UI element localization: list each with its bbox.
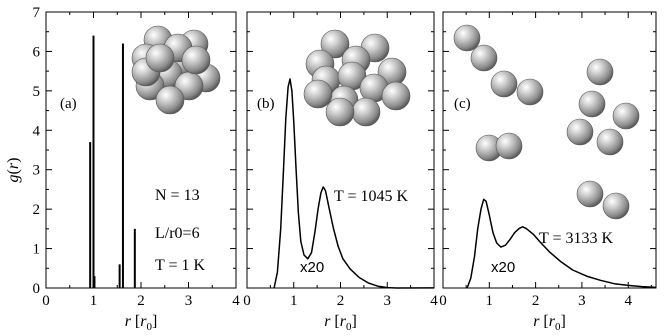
atom-sphere xyxy=(516,78,544,106)
cluster-image xyxy=(303,29,411,127)
x-tick-label: 3 xyxy=(185,293,193,309)
cluster-image xyxy=(131,25,221,115)
x-tick-label: 2 xyxy=(337,293,345,309)
x-tick-label: 4 xyxy=(232,293,240,309)
atom-sphere xyxy=(325,97,355,127)
x-tick-label: 4 xyxy=(624,293,632,309)
x-tick-label: 3 xyxy=(384,293,392,309)
x-tick-label: 0 xyxy=(439,293,447,309)
atom-sphere xyxy=(453,24,481,52)
atom-sphere xyxy=(495,132,523,160)
x-tick-label: 1 xyxy=(90,293,98,309)
annotation-x20-c: x20 xyxy=(491,259,515,276)
y-tick-label: 4 xyxy=(33,123,41,139)
panel-b-label: (b) xyxy=(257,96,275,112)
atom-sphere xyxy=(351,97,381,127)
y-tick-label: 3 xyxy=(33,163,41,179)
y-tick-label: 2 xyxy=(33,202,41,218)
panel-b: 0 1 2 3 4 r [r0] xyxy=(243,11,438,333)
x-tick-label: 0 xyxy=(243,293,251,309)
y-tick-label: 1 xyxy=(33,242,41,258)
atom-sphere xyxy=(566,118,594,146)
annotation-t-c: T = 3133 K xyxy=(539,230,614,247)
atom-sphere xyxy=(586,58,614,86)
panel-c: 0 1 2 3 4 r [r0] xyxy=(439,11,657,333)
x-tick-label: 4 xyxy=(430,293,438,309)
x-tick-label: 0 xyxy=(42,293,50,309)
cluster-image xyxy=(453,24,640,220)
panel-a-label: (a) xyxy=(60,96,77,112)
panel-a: 0 1 2 3 4 0 1 2 3 4 5 6 7 r [r0] xyxy=(33,5,241,333)
x-tick-label: 3 xyxy=(578,293,586,309)
atom-sphere xyxy=(596,128,624,156)
atom-sphere xyxy=(578,90,606,118)
y-tick-label: 6 xyxy=(33,44,41,60)
atom-sphere xyxy=(303,79,333,109)
y-tick-label: 5 xyxy=(33,84,41,100)
atom-sphere xyxy=(145,43,175,73)
x-tick-label: 1 xyxy=(290,293,298,309)
y-tick-label: 7 xyxy=(33,5,41,21)
atom-sphere xyxy=(381,81,411,111)
atom-sphere xyxy=(470,44,498,72)
atom-sphere xyxy=(602,192,630,220)
atom-sphere xyxy=(155,85,185,115)
atom-sphere xyxy=(181,45,211,75)
x-axis-label: r [r0] xyxy=(125,313,158,333)
atom-sphere xyxy=(576,180,604,208)
atom-sphere xyxy=(490,70,518,98)
x-tick-label: 2 xyxy=(532,293,540,309)
annotation-t-a: T = 1 K xyxy=(155,257,206,274)
x-axis-label: r [r0] xyxy=(324,313,357,333)
y-axis-label: g(r) xyxy=(5,158,22,183)
x-axis-label: r [r0] xyxy=(533,313,566,333)
annotation-t-b: T = 1045 K xyxy=(334,188,409,205)
annotation-n: N = 13 xyxy=(155,187,200,204)
atom-sphere xyxy=(320,29,350,59)
panel-c-label: (c) xyxy=(454,96,471,112)
atom-sphere xyxy=(612,102,640,130)
annotation-l: L/r0=6 xyxy=(155,225,200,242)
annotation-x20-b: x20 xyxy=(300,259,324,276)
x-tick-label: 2 xyxy=(137,293,145,309)
y-tick-label: 0 xyxy=(33,281,41,297)
data-line xyxy=(273,78,435,289)
data-line xyxy=(466,198,657,289)
x-tick-label: 1 xyxy=(486,293,494,309)
